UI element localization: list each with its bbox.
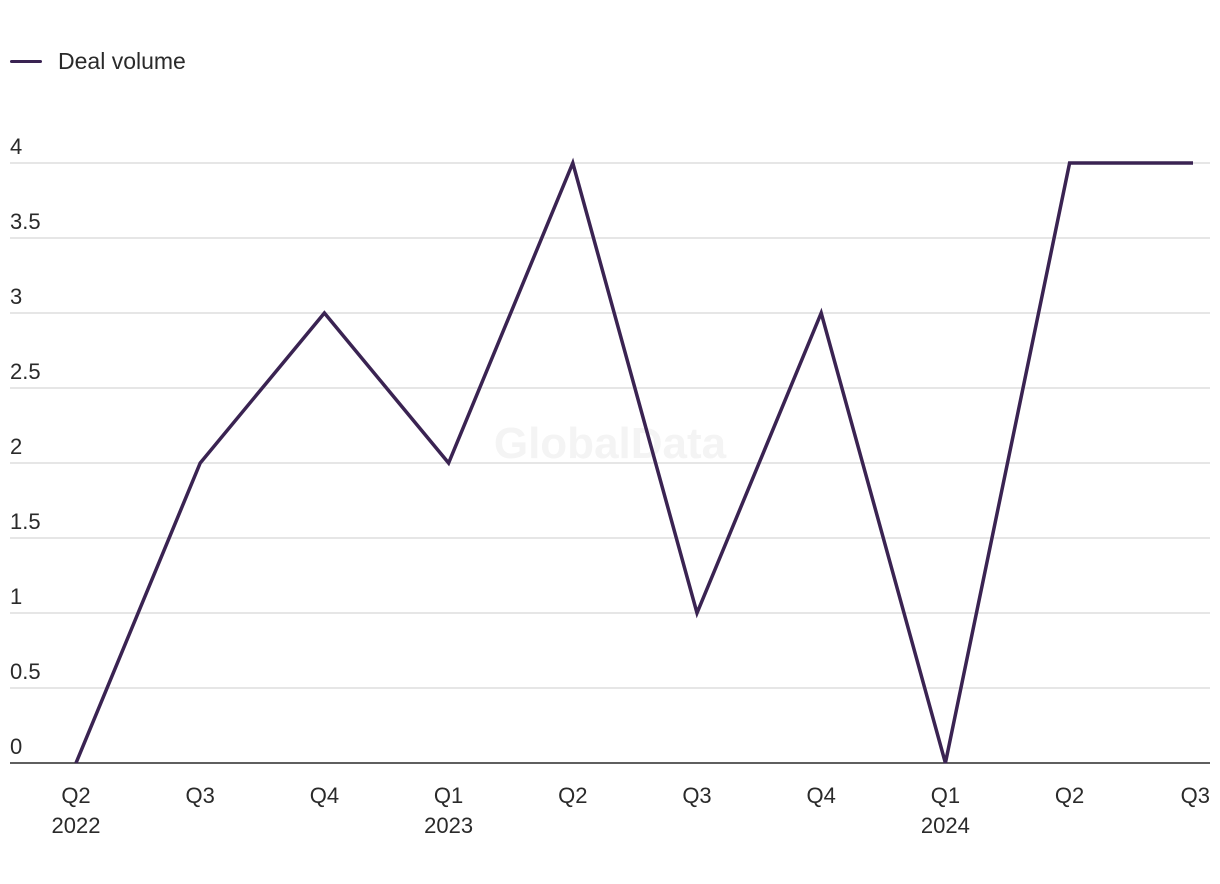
y-tick-label: 1.5 — [10, 509, 41, 534]
x-tick-label: Q2 — [558, 783, 587, 808]
watermark: GlobalData — [494, 419, 727, 468]
legend: Deal volume — [10, 46, 186, 76]
y-tick-label: 0 — [10, 734, 22, 759]
y-tick-label: 2 — [10, 434, 22, 459]
x-tick-year-label: 2022 — [52, 813, 101, 838]
y-tick-label: 3.5 — [10, 209, 41, 234]
x-tick-year-label: 2023 — [424, 813, 473, 838]
series-line-deal-volume — [74, 157, 1193, 764]
y-tick-label: 0.5 — [10, 659, 41, 684]
legend-swatch — [10, 59, 42, 63]
x-tick-label: Q3 — [682, 783, 711, 808]
x-tick-label: Q4 — [807, 783, 836, 808]
y-tick-label: 2.5 — [10, 359, 41, 384]
x-tick-label: Q1 — [434, 783, 463, 808]
x-tick-label: Q3 — [1181, 783, 1210, 808]
y-tick-label: 1 — [10, 584, 22, 609]
x-tick-label: Q1 — [931, 783, 960, 808]
x-tick-label: Q4 — [310, 783, 339, 808]
y-tick-label: 4 — [10, 134, 22, 159]
y-tick-label: 3 — [10, 284, 22, 309]
x-tick-label: Q2 — [61, 783, 90, 808]
x-tick-year-label: 2024 — [921, 813, 970, 838]
x-tick-label: Q3 — [186, 783, 215, 808]
legend-label: Deal volume — [58, 47, 186, 74]
x-tick-label: Q2 — [1055, 783, 1084, 808]
